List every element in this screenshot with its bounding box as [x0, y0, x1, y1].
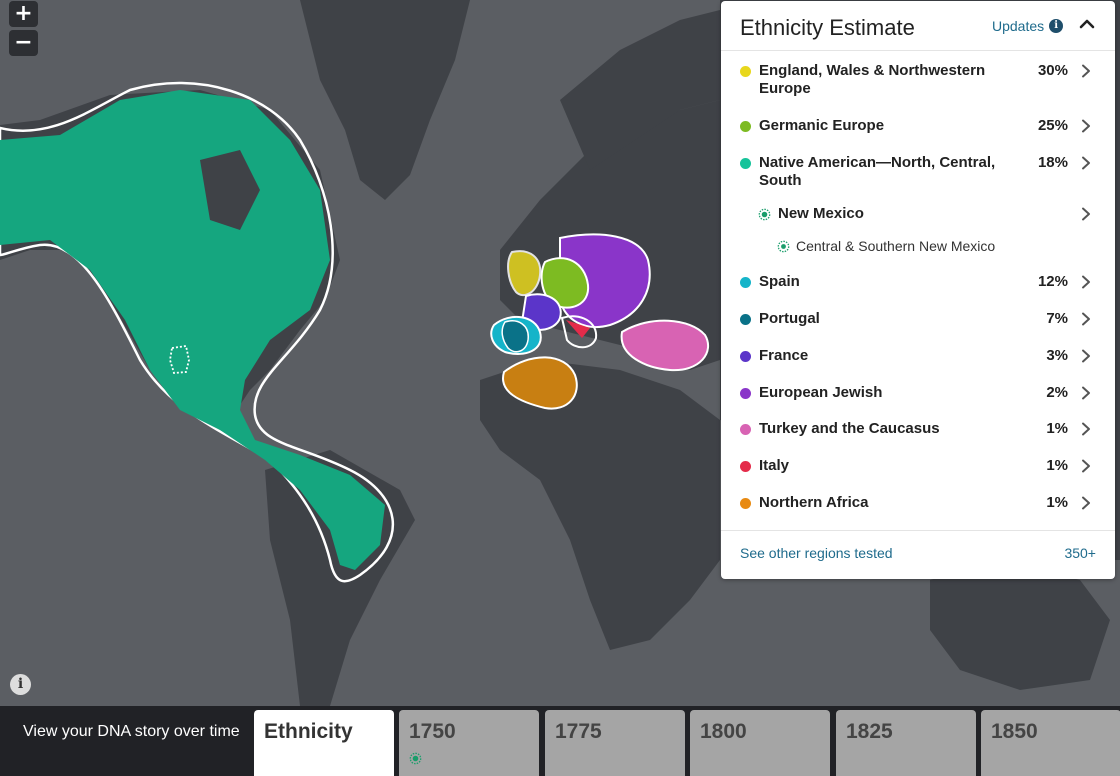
chevron-right-icon: [1081, 119, 1091, 133]
region-color-dot: [740, 314, 751, 325]
chevron-right-icon: [1081, 275, 1091, 289]
region-name: England, Wales & Northwestern Europe: [759, 62, 986, 97]
timeline-tab[interactable]: 1800: [690, 710, 830, 776]
timeline-tab[interactable]: 1850: [981, 710, 1120, 776]
timeline-tab[interactable]: 1825: [836, 710, 976, 776]
region-percent: 25%: [1037, 117, 1068, 134]
region-percent: 2%: [1046, 384, 1068, 401]
region-color-dot: [740, 66, 751, 77]
map-info-icon[interactable]: i: [10, 674, 31, 695]
region-name: Germanic Europe: [759, 117, 885, 134]
region-color-dot: [740, 121, 751, 132]
community-icon: [758, 208, 771, 221]
panel-title: Ethnicity Estimate: [740, 15, 915, 40]
chevron-up-icon[interactable]: [1077, 14, 1097, 34]
timeline-tab[interactable]: 1775: [545, 710, 685, 776]
panel-header: Ethnicity Estimate Updates i: [721, 1, 1115, 51]
timeline-tab-label: 1850: [991, 720, 1038, 743]
region-color-dot: [740, 498, 751, 509]
region-percent: 7%: [1046, 310, 1068, 327]
updates-label: Updates: [992, 18, 1045, 34]
timeline-tab-label: 1775: [555, 720, 602, 743]
region-color-dot: [740, 277, 751, 288]
chevron-right-icon: [1081, 349, 1091, 363]
ethnicity-estimate-panel: Ethnicity Estimate Updates i England, Wa…: [721, 1, 1115, 579]
region-color-dot: [740, 424, 751, 435]
community-icon: [777, 240, 790, 253]
region-name: France: [759, 347, 809, 364]
regions-tested-count: 350+: [1064, 545, 1096, 561]
region-percent: 18%: [1037, 154, 1068, 171]
see-other-regions-link[interactable]: See other regions tested: [740, 545, 893, 561]
chevron-right-icon: [1081, 156, 1091, 170]
chevron-right-icon: [1081, 64, 1091, 78]
region-percent: 3%: [1046, 347, 1068, 364]
region-color-dot: [740, 388, 751, 399]
timeline-tab-label: 1800: [700, 720, 747, 743]
region-name: Italy: [759, 457, 790, 474]
community-name: New Mexico: [778, 205, 864, 222]
panel-footer: See other regions tested 350+: [721, 530, 1115, 579]
sub-community-name: Central & Southern New Mexico: [796, 238, 996, 254]
zoom-out-button[interactable]: −: [9, 30, 38, 56]
chevron-right-icon: [1081, 459, 1091, 473]
region-name: Native American—North, Central, South: [759, 154, 996, 189]
region-percent: 12%: [1037, 273, 1068, 290]
community-row-new-mexico[interactable]: New Mexico: [721, 205, 1115, 225]
sub-community-row[interactable]: Central & Southern New Mexico: [721, 237, 1115, 257]
region-percent: 30%: [1037, 62, 1068, 79]
zoom-in-button[interactable]: +: [9, 1, 38, 27]
updates-link[interactable]: Updates i: [992, 18, 1064, 34]
timeline-tab[interactable]: 1750: [399, 710, 539, 776]
region-name: Turkey and the Caucasus: [759, 420, 940, 437]
region-name: Northern Africa: [759, 494, 869, 511]
region-name: Portugal: [759, 310, 820, 327]
timeline-tab-label: Ethnicity: [264, 720, 353, 743]
chevron-right-icon: [1081, 422, 1091, 436]
region-name: Spain: [759, 273, 800, 290]
timeline-tab-label: 1825: [846, 720, 893, 743]
timeline-tab[interactable]: Ethnicity: [254, 710, 394, 776]
chevron-right-icon: [1081, 386, 1091, 400]
timeline-tab-label: 1750: [409, 720, 456, 743]
region-color-dot: [740, 158, 751, 169]
region-percent: 1%: [1046, 420, 1068, 437]
region-name: European Jewish: [759, 384, 883, 401]
region-color-dot: [740, 351, 751, 362]
community-icon: [409, 752, 423, 766]
chevron-right-icon: [1081, 496, 1091, 510]
chevron-right-icon: [1081, 312, 1091, 326]
region-percent: 1%: [1046, 457, 1068, 474]
region-color-dot: [740, 461, 751, 472]
info-icon: i: [1049, 19, 1064, 33]
timeline-bar: View your DNA story over time Ethnicity 1…: [0, 706, 1120, 776]
timeline-label: View your DNA story over time: [23, 723, 240, 740]
region-percent: 1%: [1046, 494, 1068, 511]
chevron-right-icon: [1081, 207, 1091, 221]
